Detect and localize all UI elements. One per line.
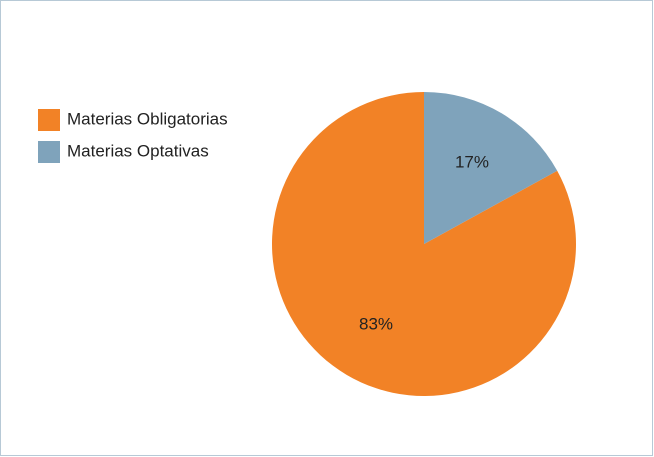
data-label: 17% [455, 152, 489, 171]
legend-label: Materias Optativas [67, 141, 209, 160]
data-label: 83% [359, 315, 393, 334]
pie-slice [424, 92, 558, 244]
legend-swatch [38, 109, 60, 131]
legend-swatch [38, 141, 60, 163]
pie-slice [272, 92, 576, 397]
legend-label: Materias Obligatorias [67, 109, 228, 128]
